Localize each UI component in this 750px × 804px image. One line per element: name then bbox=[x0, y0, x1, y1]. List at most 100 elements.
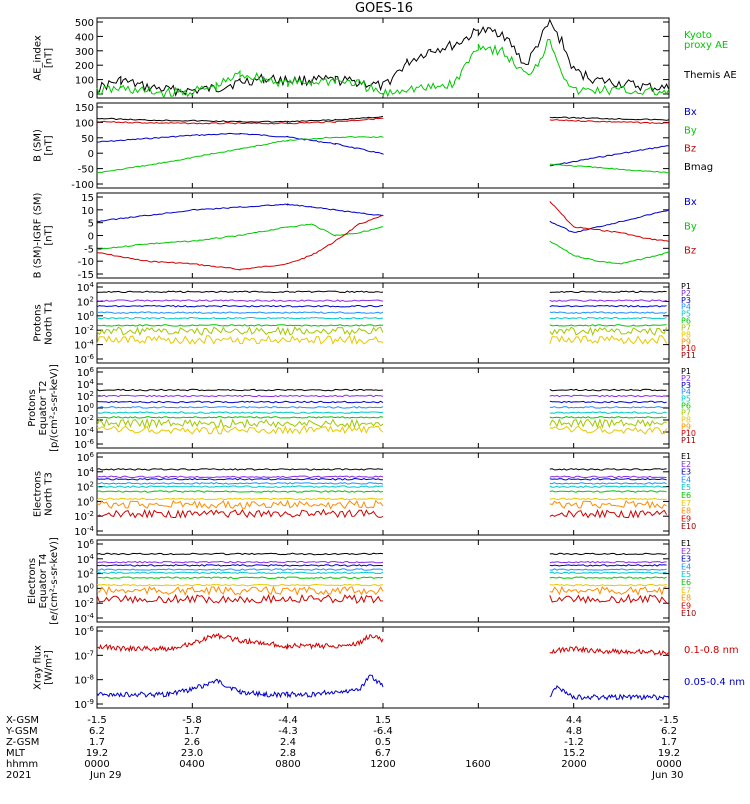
panel-legend: Bx By Bz Bmag bbox=[684, 107, 713, 173]
series-line bbox=[96, 203, 384, 223]
footer-value: Jun 29 bbox=[89, 770, 122, 781]
ylabel-line: Electrons bbox=[27, 558, 38, 604]
ytick-label: 106 bbox=[77, 451, 95, 464]
panel-frame bbox=[96, 452, 670, 536]
series-line bbox=[96, 18, 670, 97]
ytick-label: 10-2 bbox=[74, 597, 94, 610]
channel-line bbox=[549, 326, 668, 337]
footer-value: 4.4 bbox=[566, 715, 582, 726]
channel-line bbox=[549, 497, 667, 501]
channel-line bbox=[96, 299, 384, 302]
series-line bbox=[549, 119, 670, 125]
footer-value: -1.5 bbox=[659, 715, 679, 726]
ytick-label: 200 bbox=[75, 61, 94, 72]
panel-ylabel: Electrons Equator T4 [e/(cm²-s-sr-keV)] bbox=[27, 537, 60, 625]
ylabel-line: Protons bbox=[33, 304, 44, 341]
footer-value: 2.6 bbox=[184, 737, 200, 748]
legend-entry: P7 bbox=[681, 408, 691, 417]
ytick-label: 106 bbox=[77, 538, 95, 551]
footer-value: 1.7 bbox=[661, 737, 677, 748]
channel-line bbox=[96, 485, 383, 488]
series-line bbox=[96, 117, 384, 125]
legend-entry: Kyoto bbox=[684, 30, 712, 41]
ytick-label: 50 bbox=[81, 134, 94, 145]
panel-bigrf: B (SM)-IGRF (SM) [nT] 15 10 5 0-5 -10 -15 Bx By Bz bbox=[33, 192, 697, 281]
footer-value: 19.2 bbox=[86, 748, 108, 759]
legend-entry: P9 bbox=[681, 422, 691, 431]
channel-line bbox=[549, 416, 667, 419]
panel-ylabel: Electrons North T3 bbox=[33, 471, 55, 517]
channel-line bbox=[96, 477, 383, 481]
legend-entry: E8 bbox=[681, 594, 691, 603]
panel-enorth: Electrons North T310610410210010-210-4E1E… bbox=[33, 451, 697, 538]
channel-line bbox=[96, 388, 384, 392]
channel-line bbox=[96, 508, 384, 519]
ylabel-line: AE_index bbox=[33, 35, 44, 81]
legend-entry: P8 bbox=[681, 330, 691, 339]
footer-value: 1600 bbox=[465, 759, 490, 770]
footer-table: X-GSMY-GSMZ-GSMMLThhmm2021-1.56.21.719.2… bbox=[5, 715, 684, 781]
series-line bbox=[549, 116, 670, 121]
panel-eequator: Electrons Equator T4 [e/(cm²-s-sr-keV)] 106… bbox=[27, 537, 696, 625]
series-line bbox=[549, 145, 669, 167]
ylabel-line: [nT] bbox=[44, 135, 55, 155]
ytick-label: 104 bbox=[77, 378, 95, 391]
footer-value: 2.8 bbox=[280, 748, 296, 759]
footer-value: 4.8 bbox=[566, 726, 582, 737]
channel-line bbox=[96, 564, 384, 567]
ytick-label: 10-2 bbox=[74, 414, 94, 427]
channel-line bbox=[96, 326, 384, 337]
panel-ylabel: Xray flux [W/m²] bbox=[33, 645, 55, 690]
panel-frame bbox=[96, 539, 670, 623]
channel-line bbox=[549, 500, 667, 510]
legend-entry: E1 bbox=[681, 452, 691, 461]
channel-line bbox=[96, 424, 384, 435]
channel-line bbox=[96, 468, 384, 471]
ytick-label: 10-8 bbox=[74, 674, 94, 687]
ylabel-line: Xray flux bbox=[33, 645, 44, 690]
channel-line bbox=[549, 311, 667, 314]
channel-line bbox=[96, 406, 384, 409]
ytick-label: 100 bbox=[77, 310, 94, 323]
footer-value: 6.2 bbox=[89, 726, 105, 737]
legend-entry: P6 bbox=[681, 317, 691, 326]
panel-frame bbox=[96, 102, 670, 189]
footer-row-label: MLT bbox=[6, 748, 26, 759]
legend-entry: P11 bbox=[681, 436, 696, 445]
series-line bbox=[549, 209, 670, 233]
legend-entry: 0.1-0.8 nm bbox=[684, 645, 739, 656]
ytick-label: 104 bbox=[77, 553, 95, 566]
channel-line bbox=[549, 388, 667, 392]
ytick-label: 0 bbox=[88, 90, 94, 101]
footer-value: 0000 bbox=[656, 759, 681, 770]
legend-entry: P6 bbox=[681, 402, 691, 411]
ylabel-line: [p/(cm²-s-sr-keV)] bbox=[49, 364, 60, 452]
channel-line bbox=[549, 417, 667, 429]
legend-entry: Bx bbox=[684, 107, 697, 118]
channel-line bbox=[96, 583, 383, 587]
legend-entry: By bbox=[684, 221, 697, 232]
panel-frame bbox=[96, 17, 670, 99]
legend-entry: P4 bbox=[681, 388, 691, 397]
footer-value: -6.4 bbox=[373, 726, 393, 737]
legend-entry: P1 bbox=[681, 367, 691, 376]
ytick-label: 400 bbox=[75, 32, 94, 43]
ylabel-line: Equator T2 bbox=[38, 381, 49, 436]
legend-entry: P4 bbox=[681, 303, 691, 312]
footer-value: 2000 bbox=[561, 759, 586, 770]
channel-line bbox=[549, 564, 667, 567]
legend-entry: P3 bbox=[681, 296, 691, 305]
legend-entry: E9 bbox=[681, 601, 691, 610]
ylabel-line: [W/m²] bbox=[44, 650, 55, 685]
legend-entry: P5 bbox=[681, 395, 691, 404]
legend-entry: E5 bbox=[681, 483, 691, 492]
ytick-label: 0 bbox=[88, 232, 94, 243]
panel-bsm: B (SM) [nT] 150 100 50 0 -50 -100 Bx By Bz Bmag bbox=[33, 102, 713, 191]
footer-value: 6.7 bbox=[375, 748, 391, 759]
channel-line bbox=[96, 304, 384, 308]
legend-entry: E2 bbox=[681, 460, 691, 469]
ytick-label: -100 bbox=[71, 180, 94, 191]
legend-entry: P7 bbox=[681, 323, 691, 332]
